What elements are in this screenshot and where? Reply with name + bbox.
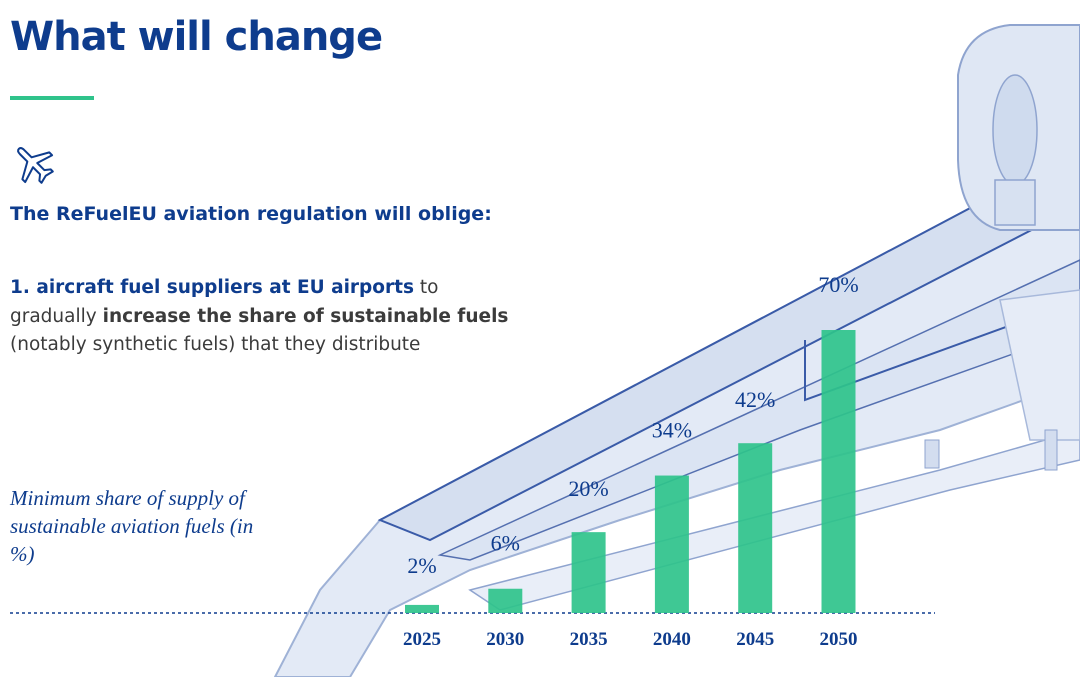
- value-label-2045: 42%: [735, 387, 775, 412]
- year-label-2030: 2030: [486, 629, 524, 650]
- bar-2040: [654, 475, 689, 613]
- obligation-gradually: gradually: [10, 305, 103, 327]
- airplane-icon: [17, 147, 54, 184]
- bar-2045: [738, 443, 773, 613]
- bar-2025: [405, 604, 439, 613]
- page-title: What will change: [10, 14, 383, 60]
- year-label-2035: 2035: [570, 629, 608, 650]
- title-underline: [10, 96, 94, 100]
- obligation-tail: (notably synthetic fuels) that they dist…: [10, 334, 421, 355]
- value-label-2050: 70%: [818, 272, 858, 297]
- bar-2035: [571, 532, 606, 613]
- bar-2050: [821, 330, 856, 613]
- bar-2030: [488, 588, 523, 613]
- regulation-subtitle: The ReFuelEU aviation regulation will ob…: [10, 203, 492, 225]
- value-label-2035: 20%: [568, 476, 608, 501]
- chart-caption: Minimum share of supply of sustainable a…: [10, 486, 254, 566]
- year-label-2040: 2040: [653, 629, 691, 650]
- year-label-2025: 2025: [403, 629, 441, 650]
- obligation-lead: 1. aircraft fuel suppliers at EU airport…: [10, 277, 414, 298]
- value-label-2030: 6%: [491, 531, 520, 556]
- value-label-2025: 2%: [407, 553, 436, 578]
- obligation-emphasis: increase the share of sustainable fuels: [102, 305, 509, 327]
- obligation-point-1: 1. aircraft fuel suppliers at EU airport…: [10, 274, 510, 360]
- value-label-2040: 34%: [652, 418, 692, 443]
- year-label-2050: 2050: [820, 629, 858, 650]
- obligation-to: to: [413, 277, 439, 298]
- year-label-2045: 2045: [736, 629, 774, 650]
